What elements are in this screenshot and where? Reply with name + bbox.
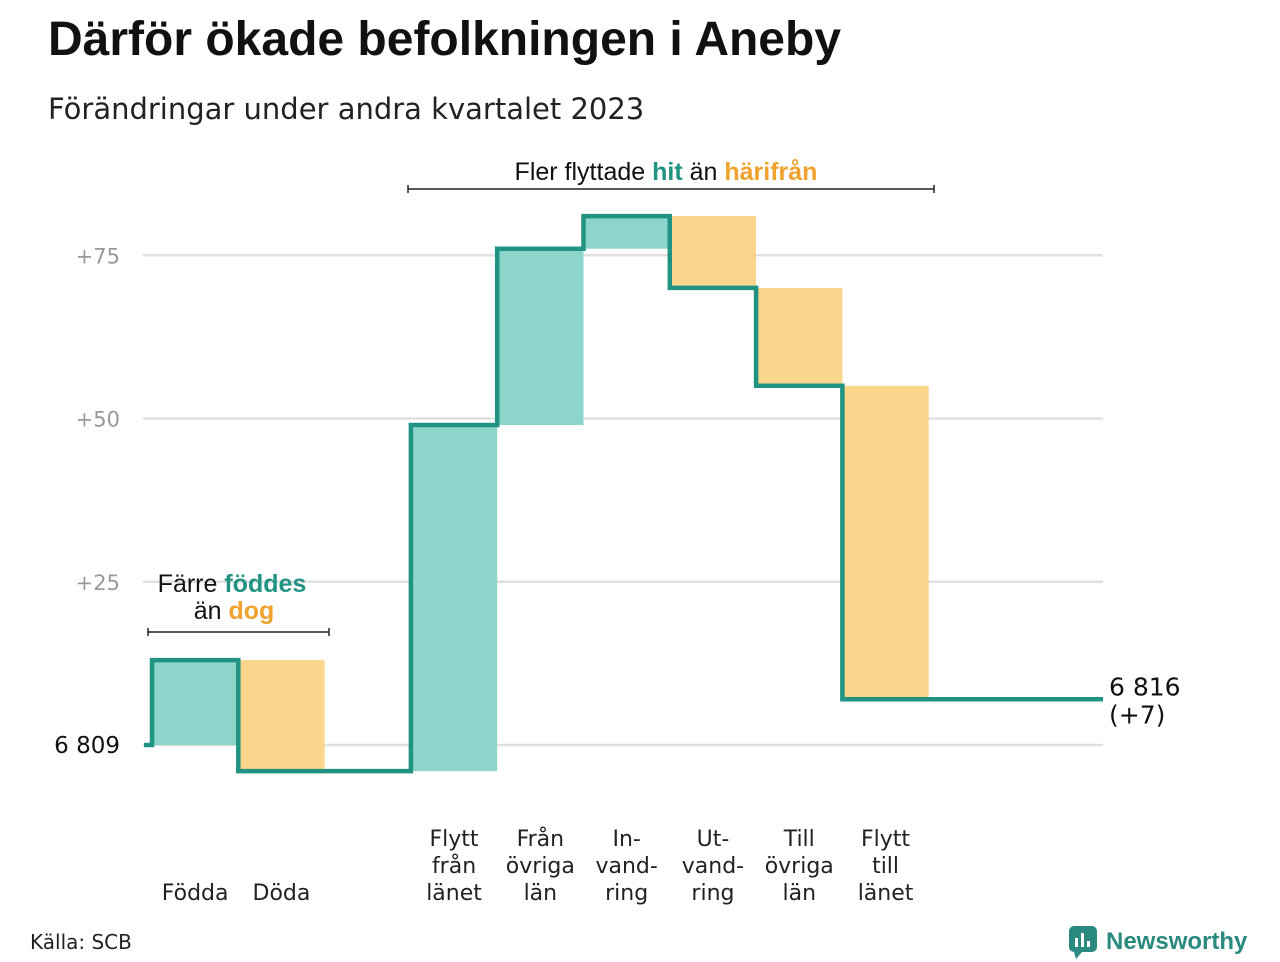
category-label: ring — [691, 881, 734, 906]
category-label: län — [782, 881, 816, 906]
category-label: länet — [858, 881, 914, 906]
y-tick-label: +50 — [76, 408, 120, 432]
step-line — [144, 213, 1103, 774]
start-value-label: 6 809 — [54, 733, 120, 759]
category-label: övriga — [765, 854, 834, 879]
category-label: vand- — [682, 854, 744, 879]
category-label: Födda — [162, 881, 229, 906]
end-value-label: 6 816 — [1109, 672, 1181, 701]
newsworthy-logo-text: Newsworthy — [1106, 928, 1248, 955]
category-label: övriga — [506, 854, 575, 879]
end-change-label: (+7) — [1109, 700, 1165, 729]
category-label: till — [872, 854, 899, 879]
category-label: länet — [426, 881, 482, 906]
decrease-bar — [756, 287, 843, 386]
category-label: Döda — [253, 881, 311, 906]
category-label: län — [524, 881, 558, 906]
annotation-migration: Fler flyttade hit än härifrån — [515, 158, 818, 186]
annotation-births-line2: än dog — [194, 597, 275, 625]
increase-bar — [497, 248, 584, 426]
category-label: vand- — [595, 854, 657, 879]
decrease-bar — [842, 385, 929, 700]
increase-bar — [583, 216, 670, 249]
category-label: In- — [612, 827, 640, 852]
chart-title: Därför ökade befolkningen i Aneby — [48, 13, 842, 66]
increase-bar — [410, 425, 498, 772]
y-tick-label: +25 — [76, 571, 120, 595]
newsworthy-logo-icon — [1069, 926, 1097, 959]
chart-subtitle: Förändringar under andra kvartalet 2023 — [48, 92, 645, 126]
newsworthy-logo: Newsworthy — [1068, 922, 1247, 962]
category-label: Till — [783, 827, 815, 852]
category-label: från — [432, 853, 476, 879]
annotation-bracket-migration — [407, 185, 935, 193]
category-label: Från — [517, 826, 565, 852]
decrease-bar — [669, 216, 757, 288]
decrease-bar — [238, 660, 325, 772]
category-label: Flytt — [430, 827, 479, 852]
annotation-births-line1: Färre föddes — [158, 570, 307, 598]
category-label: Flytt — [861, 827, 910, 852]
source-note: Källa: SCB — [30, 930, 132, 954]
y-tick-label: +75 — [76, 244, 120, 268]
annotation-bracket-births — [147, 628, 330, 636]
category-label: Ut- — [697, 827, 730, 852]
increase-bar — [152, 660, 239, 745]
category-label: ring — [605, 881, 648, 906]
